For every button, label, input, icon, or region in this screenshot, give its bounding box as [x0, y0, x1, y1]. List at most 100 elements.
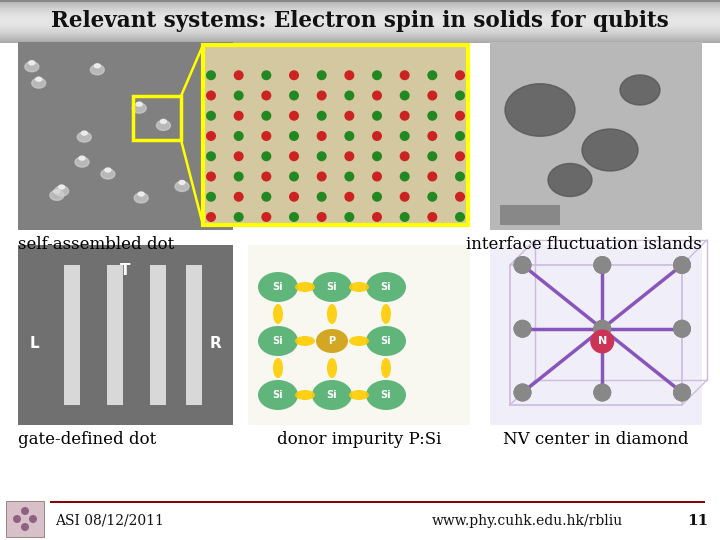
Text: interface fluctuation islands: interface fluctuation islands — [466, 236, 702, 253]
Ellipse shape — [58, 185, 65, 189]
Bar — [107, 265, 122, 405]
Ellipse shape — [75, 157, 89, 167]
Ellipse shape — [381, 358, 391, 378]
Ellipse shape — [156, 120, 171, 131]
Text: Si: Si — [327, 282, 337, 292]
Circle shape — [428, 151, 437, 161]
Ellipse shape — [312, 272, 352, 302]
Bar — [0, 23, 720, 24]
Circle shape — [206, 131, 216, 141]
Circle shape — [234, 70, 243, 80]
Circle shape — [234, 111, 243, 121]
Circle shape — [428, 111, 437, 121]
Bar — [0, 31, 720, 32]
Text: Si: Si — [273, 390, 283, 400]
Circle shape — [428, 70, 437, 80]
Bar — [0, 7, 720, 9]
Ellipse shape — [316, 329, 348, 353]
Ellipse shape — [175, 181, 189, 192]
Ellipse shape — [90, 65, 104, 75]
Circle shape — [344, 172, 354, 181]
Bar — [0, 38, 720, 39]
Circle shape — [234, 131, 243, 141]
Circle shape — [400, 212, 410, 222]
Bar — [0, 37, 720, 38]
Circle shape — [206, 70, 216, 80]
Circle shape — [400, 131, 410, 141]
Bar — [0, 18, 720, 19]
Circle shape — [372, 91, 382, 100]
Ellipse shape — [94, 64, 100, 68]
Circle shape — [29, 515, 37, 523]
Circle shape — [317, 70, 327, 80]
Text: Si: Si — [273, 282, 283, 292]
Bar — [64, 265, 80, 405]
Bar — [0, 19, 720, 21]
Circle shape — [372, 111, 382, 121]
Circle shape — [317, 172, 327, 181]
Bar — [0, 4, 720, 5]
Circle shape — [513, 383, 531, 402]
Ellipse shape — [134, 193, 148, 203]
Bar — [0, 32, 720, 33]
Text: Si: Si — [381, 390, 391, 400]
Circle shape — [455, 172, 465, 181]
Ellipse shape — [366, 272, 406, 302]
Circle shape — [673, 383, 691, 402]
Circle shape — [344, 70, 354, 80]
Ellipse shape — [620, 75, 660, 105]
Circle shape — [317, 131, 327, 141]
Circle shape — [593, 383, 611, 402]
Circle shape — [400, 172, 410, 181]
Circle shape — [400, 91, 410, 100]
Circle shape — [261, 172, 271, 181]
Circle shape — [289, 70, 299, 80]
Circle shape — [673, 383, 691, 402]
Bar — [490, 42, 702, 230]
Bar — [0, 30, 720, 31]
Ellipse shape — [136, 102, 143, 106]
Circle shape — [289, 192, 299, 202]
Bar — [6, 501, 44, 537]
Text: 11: 11 — [687, 514, 708, 528]
Circle shape — [593, 256, 611, 274]
Bar — [0, 14, 720, 15]
Text: NV center in diamond: NV center in diamond — [503, 431, 689, 448]
Text: ASI 08/12/2011: ASI 08/12/2011 — [55, 514, 164, 528]
Ellipse shape — [273, 358, 283, 378]
Bar — [0, 41, 720, 42]
Bar — [0, 4, 720, 5]
Bar — [0, 16, 720, 17]
Bar — [0, 40, 720, 41]
Ellipse shape — [32, 78, 46, 88]
Bar — [0, 34, 720, 35]
Ellipse shape — [161, 119, 166, 124]
Ellipse shape — [258, 272, 298, 302]
Circle shape — [206, 192, 216, 202]
Circle shape — [261, 151, 271, 161]
Ellipse shape — [132, 103, 146, 113]
Circle shape — [455, 70, 465, 80]
Bar — [0, 30, 720, 31]
Bar — [0, 32, 720, 33]
Bar — [0, 37, 720, 38]
Text: Si: Si — [381, 282, 391, 292]
Bar — [0, 42, 720, 43]
Bar — [500, 205, 560, 225]
Bar — [203, 45, 468, 225]
Bar — [50, 501, 705, 503]
Bar — [0, 8, 720, 9]
Bar — [248, 245, 470, 425]
Circle shape — [317, 91, 327, 100]
Bar — [0, 6, 720, 8]
Bar — [0, 6, 720, 7]
Circle shape — [593, 320, 611, 338]
Ellipse shape — [312, 380, 352, 410]
Circle shape — [372, 70, 382, 80]
Ellipse shape — [366, 326, 406, 356]
Circle shape — [206, 212, 216, 222]
Ellipse shape — [54, 190, 60, 193]
Bar — [0, 28, 720, 29]
Circle shape — [428, 172, 437, 181]
Text: Si: Si — [327, 390, 337, 400]
